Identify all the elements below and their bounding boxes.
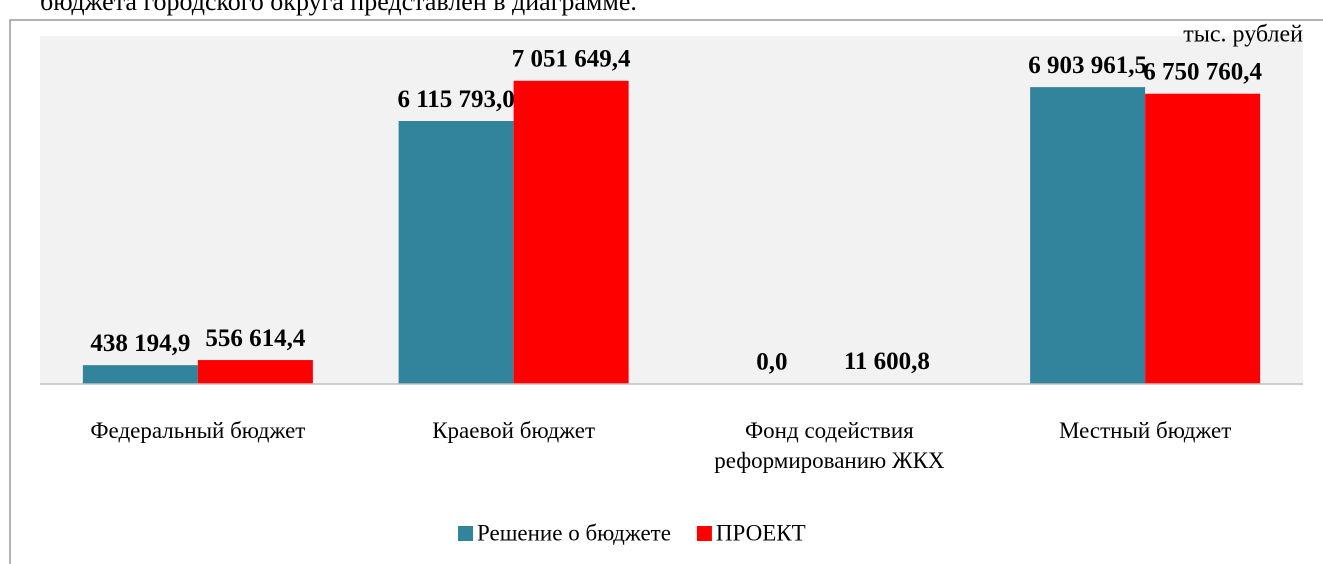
frame <box>9 19 1323 564</box>
bar <box>513 80 629 384</box>
units: тыс. рублей <box>1183 22 1303 48</box>
x-tick-label: Краевой бюджет <box>432 418 596 443</box>
data-label: 7 051 649,4 <box>512 46 631 73</box>
data-label: 11 600,8 <box>844 348 930 375</box>
bar <box>82 365 198 384</box>
data-label: 6 750 760,4 <box>1143 58 1262 85</box>
bar <box>398 121 514 384</box>
data-label: 438 194,9 <box>90 330 190 357</box>
legend-label: ПРОЕКТ <box>716 520 806 545</box>
data-label: 556 614,4 <box>205 325 306 352</box>
legend-swatch <box>458 526 473 541</box>
x-tick-label: Федеральный бюджет <box>90 418 306 443</box>
caption: бюджета городского округа представлен в … <box>40 0 637 16</box>
bar <box>1145 93 1261 385</box>
data-label: 0,0 <box>756 349 787 376</box>
data-label: 6 903 961,5 <box>1028 52 1147 79</box>
legend-swatch <box>696 526 712 541</box>
bar <box>1030 87 1146 385</box>
bar <box>197 360 313 384</box>
x-tick-label: Местный бюджет <box>1058 418 1232 443</box>
x-tick-label: Фонд содействия реформированию ЖКХ <box>714 418 945 473</box>
data-label: 6 115 793,0 <box>397 86 514 113</box>
legend-label: Решение о бюджете <box>477 520 671 545</box>
